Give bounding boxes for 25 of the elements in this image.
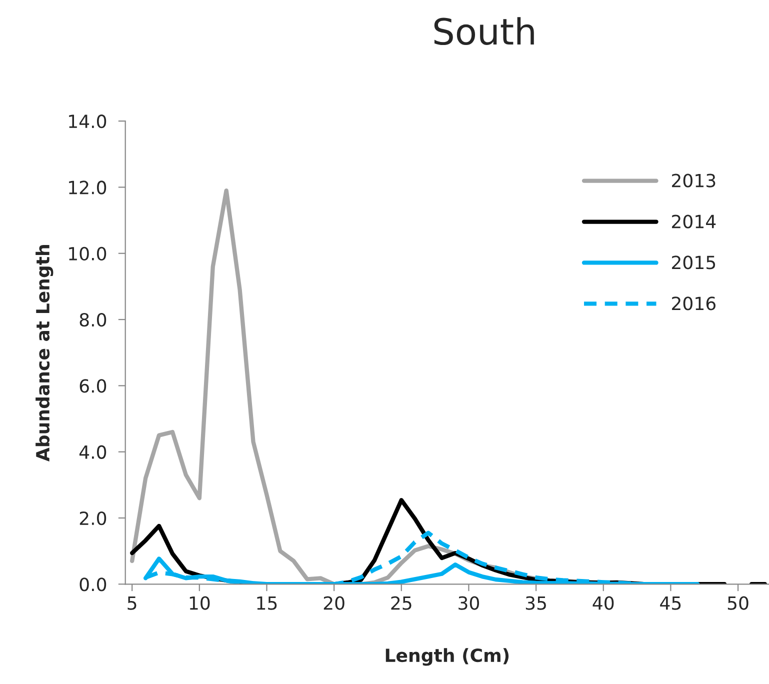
y-tick-label: 6.0 [80,379,106,393]
legend-label: 2014 [672,214,716,228]
chart-title: South [434,17,534,46]
x-tick-label: 40 [592,596,614,610]
x-tick-label: 30 [458,596,480,610]
x-tick-label: 10 [190,596,210,610]
x-axis-title: Length (Cm) [386,648,509,666]
y-tick-label: 0.0 [80,578,106,592]
y-tick-label: 12.0 [69,180,106,194]
y-axis-title: Abundance at Length [36,245,54,462]
y-tick-label: 2.0 [80,511,106,526]
x-tick-label: 25 [391,596,412,610]
legend-label: 2013 [672,174,716,188]
y-tick-label: 14.0 [69,114,106,128]
y-tick-label: 10.0 [69,246,106,260]
y-tick-label: 8.0 [80,312,106,327]
x-tick-label: 50 [728,596,748,610]
legend-label: 2016 [672,296,716,310]
x-tick-label: 20 [324,596,344,610]
legend-label: 2015 [672,256,716,270]
y-tick-label: 4.0 [79,445,106,459]
x-tick-label: 35 [526,596,546,610]
x-tick-label: 15 [257,596,277,610]
x-tick-label: 5 [128,596,136,610]
x-tick-label: 45 [660,596,681,610]
